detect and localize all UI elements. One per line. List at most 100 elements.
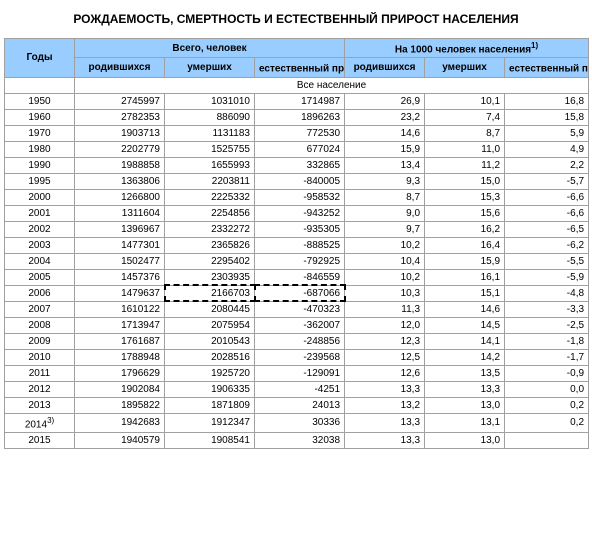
cell-born_r: 13,3 [345, 432, 425, 448]
cell-inc_r: -0,9 [505, 365, 589, 381]
table-row: 201219020841906335-425113,313,30,0 [5, 381, 589, 397]
cell-born: 2202779 [75, 141, 165, 157]
table-row: 200614796372166703-68706610,315,1-4,8 [5, 285, 589, 301]
cell-born_r: 9,7 [345, 221, 425, 237]
cell-year: 1970 [5, 125, 75, 141]
data-table: Годы Всего, человек На 1000 человек насе… [4, 38, 589, 449]
cell-died_r: 13,1 [425, 413, 505, 432]
cell-born_r: 12,0 [345, 317, 425, 333]
cell-born_r: 26,9 [345, 93, 425, 109]
cell-year: 2015 [5, 432, 75, 448]
cell-died: 2075954 [165, 317, 255, 333]
cell-born_r: 13,3 [345, 413, 425, 432]
cell-died_r: 13,3 [425, 381, 505, 397]
cell-born_r: 13,3 [345, 381, 425, 397]
cell-born: 1457376 [75, 269, 165, 285]
cell-died_r: 14,1 [425, 333, 505, 349]
cell-year: 1995 [5, 173, 75, 189]
cell-born: 1713947 [75, 317, 165, 333]
cell-inc: -943252 [255, 205, 345, 221]
cell-year: 2011 [5, 365, 75, 381]
cell-inc: -935305 [255, 221, 345, 237]
table-row: 200415024772295402-79292510,415,9-5,5 [5, 253, 589, 269]
cell-inc: -239568 [255, 349, 345, 365]
table-row: 200514573762303935-84655910,216,1-5,9 [5, 269, 589, 285]
cell-died: 2254856 [165, 205, 255, 221]
cell-inc: 1896263 [255, 109, 345, 125]
table-row: 200917616872010543-24885612,314,1-1,8 [5, 333, 589, 349]
cell-inc_r: -6,6 [505, 189, 589, 205]
cell-born_r: 8,7 [345, 189, 425, 205]
cell-born: 1477301 [75, 237, 165, 253]
cell-born: 1479637 [75, 285, 165, 301]
cell-year: 2001 [5, 205, 75, 221]
cell-inc_r: -6,6 [505, 205, 589, 221]
cell-born_r: 10,4 [345, 253, 425, 269]
cell-born: 1988858 [75, 157, 165, 173]
cell-born: 1761687 [75, 333, 165, 349]
cell-born: 1796629 [75, 365, 165, 381]
cell-died: 2028516 [165, 349, 255, 365]
cell-born_r: 15,9 [345, 141, 425, 157]
cell-inc_r: -5,5 [505, 253, 589, 269]
cell-inc_r: 16,8 [505, 93, 589, 109]
cell-died_r: 16,4 [425, 237, 505, 253]
cell-died: 2203811 [165, 173, 255, 189]
cell-inc_r: 0,2 [505, 397, 589, 413]
cell-died: 1871809 [165, 397, 255, 413]
cell-inc: 30336 [255, 413, 345, 432]
cell-born: 1903713 [75, 125, 165, 141]
cell-died: 2303935 [165, 269, 255, 285]
table-row: 19701903713113118377253014,68,75,9 [5, 125, 589, 141]
cell-died: 2166703 [165, 285, 255, 301]
cell-inc_r: -1,8 [505, 333, 589, 349]
cell-inc: -248856 [255, 333, 345, 349]
cell-died_r: 15,1 [425, 285, 505, 301]
cell-inc: -687066 [255, 285, 345, 301]
table-row: 19802202779152575567702415,911,04,9 [5, 141, 589, 157]
cell-died_r: 14,5 [425, 317, 505, 333]
cell-born: 1610122 [75, 301, 165, 317]
cell-born_r: 23,2 [345, 109, 425, 125]
cell-inc: 24013 [255, 397, 345, 413]
cell-inc_r: 0,2 [505, 413, 589, 432]
cell-inc_r: 15,8 [505, 109, 589, 125]
cell-inc: -129091 [255, 365, 345, 381]
cell-inc: 32038 [255, 432, 345, 448]
cell-born: 2745997 [75, 93, 165, 109]
cell-year: 2004 [5, 253, 75, 269]
table-row: 199513638062203811-8400059,315,0-5,7 [5, 173, 589, 189]
cell-inc: -840005 [255, 173, 345, 189]
cell-died_r: 13,0 [425, 432, 505, 448]
table-row: 200113116042254856-9432529,015,6-6,6 [5, 205, 589, 221]
cell-inc: -470323 [255, 301, 345, 317]
cell-born_r: 10,3 [345, 285, 425, 301]
cell-died_r: 16,2 [425, 221, 505, 237]
cell-inc_r: 0,0 [505, 381, 589, 397]
col-died: умерших [165, 58, 255, 77]
cell-died: 2080445 [165, 301, 255, 317]
cell-inc: -888525 [255, 237, 345, 253]
cell-inc_r: 4,9 [505, 141, 589, 157]
cell-inc: -362007 [255, 317, 345, 333]
cell-born: 1902084 [75, 381, 165, 397]
cell-inc: 677024 [255, 141, 345, 157]
table-row: 200716101222080445-47032311,314,6-3,3 [5, 301, 589, 317]
cell-year: 2007 [5, 301, 75, 317]
cell-inc_r: -5,7 [505, 173, 589, 189]
cell-year: 2008 [5, 317, 75, 333]
table-row: 195027459971031010171498726,910,116,8 [5, 93, 589, 109]
cell-inc: -958532 [255, 189, 345, 205]
cell-year: 2005 [5, 269, 75, 285]
cell-inc_r: -4,8 [505, 285, 589, 301]
table-row: 200314773012365826-88852510,216,4-6,2 [5, 237, 589, 253]
cell-died_r: 15,9 [425, 253, 505, 269]
cell-born: 1311604 [75, 205, 165, 221]
cell-inc: -792925 [255, 253, 345, 269]
cell-born: 1788948 [75, 349, 165, 365]
cell-died: 1655993 [165, 157, 255, 173]
cell-year: 2003 [5, 237, 75, 253]
cell-born_r: 12,5 [345, 349, 425, 365]
section-label: Все население [75, 77, 589, 93]
cell-died_r: 15,6 [425, 205, 505, 221]
